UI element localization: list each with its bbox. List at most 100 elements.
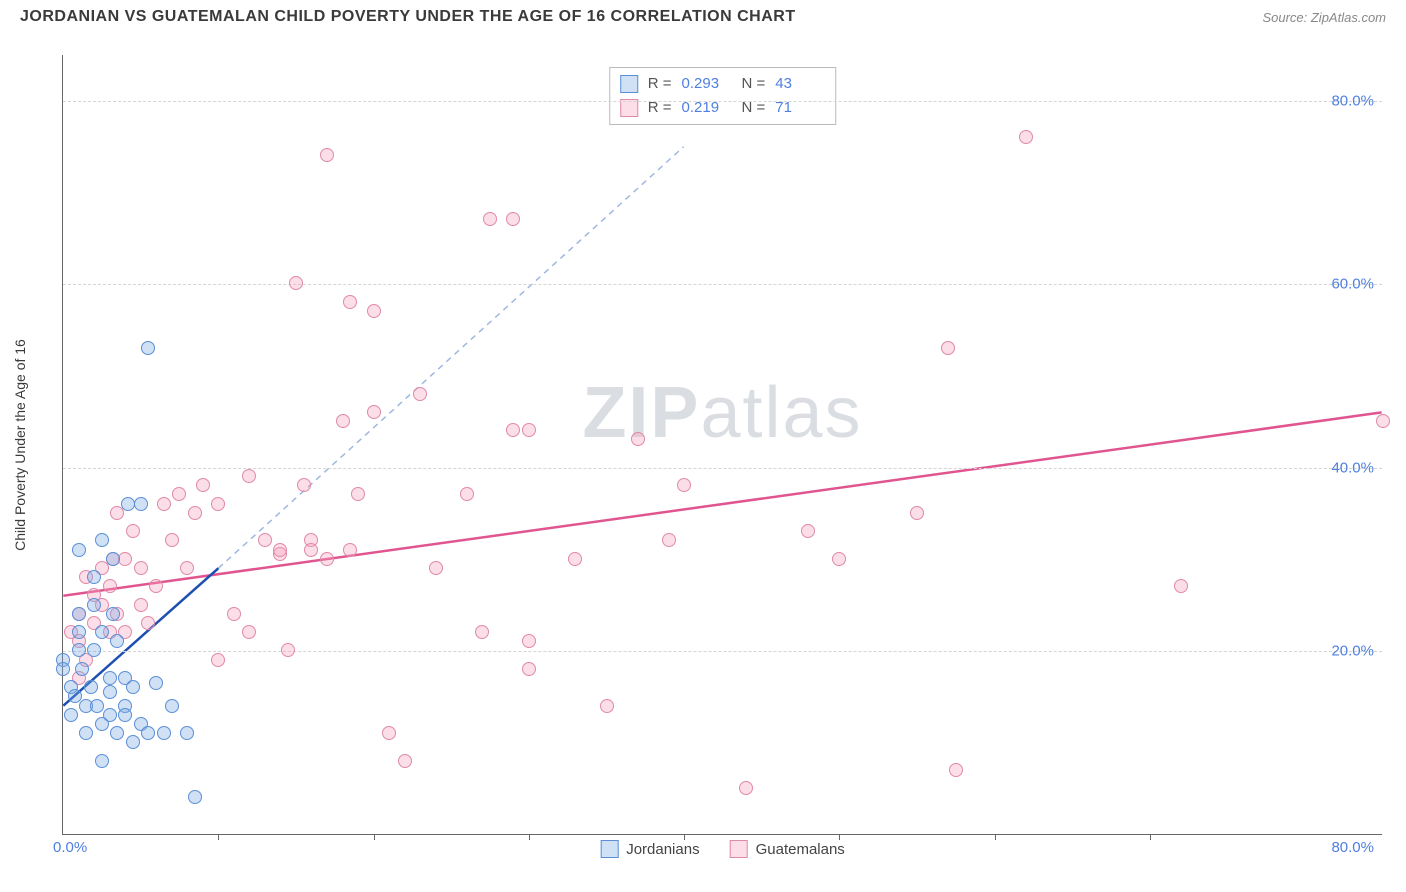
data-point-guatemalans (242, 469, 256, 483)
legend-swatch-jordanians (600, 840, 618, 858)
data-point-guatemalans (506, 423, 520, 437)
data-point-jordanians (106, 552, 120, 566)
data-point-guatemalans (522, 634, 536, 648)
data-point-jordanians (118, 708, 132, 722)
data-point-jordanians (95, 533, 109, 547)
gridline (63, 284, 1382, 285)
data-point-jordanians (72, 543, 86, 557)
data-point-jordanians (126, 735, 140, 749)
y-tick-label: 60.0% (1331, 276, 1374, 293)
data-point-guatemalans (273, 543, 287, 557)
data-point-jordanians (72, 607, 86, 621)
data-point-guatemalans (297, 478, 311, 492)
x-tick-mark (684, 834, 685, 840)
data-point-guatemalans (320, 552, 334, 566)
data-point-guatemalans (949, 763, 963, 777)
gridline (63, 101, 1382, 102)
data-point-guatemalans (506, 212, 520, 226)
n-label: N = (742, 96, 766, 120)
r-value-jordanians: 0.293 (682, 72, 732, 96)
data-point-jordanians (134, 497, 148, 511)
data-point-guatemalans (149, 579, 163, 593)
data-point-jordanians (56, 662, 70, 676)
data-point-guatemalans (677, 478, 691, 492)
data-point-guatemalans (662, 533, 676, 547)
r-value-guatemalans: 0.219 (682, 96, 732, 120)
data-point-jordanians (87, 643, 101, 657)
data-point-guatemalans (134, 598, 148, 612)
data-point-jordanians (95, 625, 109, 639)
data-point-guatemalans (242, 625, 256, 639)
data-point-guatemalans (281, 643, 295, 657)
data-point-jordanians (87, 570, 101, 584)
data-point-guatemalans (398, 754, 412, 768)
legend-item-guatemalans: Guatemalans (730, 840, 845, 858)
data-point-guatemalans (460, 487, 474, 501)
data-point-jordanians (180, 726, 194, 740)
data-point-guatemalans (1174, 579, 1188, 593)
data-point-guatemalans (832, 552, 846, 566)
data-point-guatemalans (126, 524, 140, 538)
data-point-guatemalans (103, 579, 117, 593)
data-point-guatemalans (320, 148, 334, 162)
data-point-jordanians (87, 598, 101, 612)
data-point-guatemalans (118, 552, 132, 566)
data-point-jordanians (188, 790, 202, 804)
n-value-jordanians: 43 (775, 72, 825, 96)
gridline (63, 468, 1382, 469)
data-point-guatemalans (522, 662, 536, 676)
data-point-guatemalans (196, 478, 210, 492)
data-point-guatemalans (568, 552, 582, 566)
data-point-guatemalans (367, 304, 381, 318)
data-point-jordanians (79, 726, 93, 740)
data-point-guatemalans (211, 497, 225, 511)
data-point-guatemalans (258, 533, 272, 547)
chart-container: Child Poverty Under the Age of 16 ZIPatl… (50, 45, 1390, 845)
data-point-guatemalans (211, 653, 225, 667)
source-attribution: Source: ZipAtlas.com (1262, 10, 1386, 25)
x-tick-mark (529, 834, 530, 840)
data-point-jordanians (103, 708, 117, 722)
data-point-jordanians (90, 699, 104, 713)
x-tick-mark (995, 834, 996, 840)
y-tick-label: 20.0% (1331, 643, 1374, 660)
bottom-legend: Jordanians Guatemalans (600, 840, 845, 858)
gridline (63, 651, 1382, 652)
data-point-jordanians (64, 708, 78, 722)
data-point-guatemalans (165, 533, 179, 547)
data-point-guatemalans (801, 524, 815, 538)
legend-label-guatemalans: Guatemalans (756, 841, 845, 858)
data-point-guatemalans (336, 414, 350, 428)
data-point-guatemalans (600, 699, 614, 713)
swatch-jordanians (620, 75, 638, 93)
data-point-guatemalans (382, 726, 396, 740)
data-point-guatemalans (180, 561, 194, 575)
data-point-jordanians (165, 699, 179, 713)
data-point-guatemalans (739, 781, 753, 795)
data-point-jordanians (106, 607, 120, 621)
data-point-guatemalans (367, 405, 381, 419)
y-axis-label: Child Poverty Under the Age of 16 (12, 339, 28, 551)
data-point-jordanians (84, 680, 98, 694)
correlation-stats-box: R = 0.293 N = 43 R = 0.219 N = 71 (609, 67, 837, 125)
n-value-guatemalans: 71 (775, 96, 825, 120)
y-tick-label: 40.0% (1331, 459, 1374, 476)
data-point-guatemalans (188, 506, 202, 520)
trend-lines-svg (63, 55, 1382, 834)
data-point-jordanians (103, 685, 117, 699)
data-point-jordanians (72, 643, 86, 657)
x-tick-label-max: 80.0% (1331, 839, 1374, 856)
r-label: R = (648, 72, 672, 96)
data-point-guatemalans (413, 387, 427, 401)
x-tick-label-min: 0.0% (53, 839, 87, 856)
data-point-guatemalans (483, 212, 497, 226)
data-point-guatemalans (141, 616, 155, 630)
data-point-jordanians (110, 726, 124, 740)
data-point-guatemalans (941, 341, 955, 355)
data-point-guatemalans (522, 423, 536, 437)
data-point-guatemalans (631, 432, 645, 446)
r-label: R = (648, 96, 672, 120)
data-point-jordanians (110, 634, 124, 648)
data-point-guatemalans (475, 625, 489, 639)
stats-row-guatemalans: R = 0.219 N = 71 (620, 96, 826, 120)
